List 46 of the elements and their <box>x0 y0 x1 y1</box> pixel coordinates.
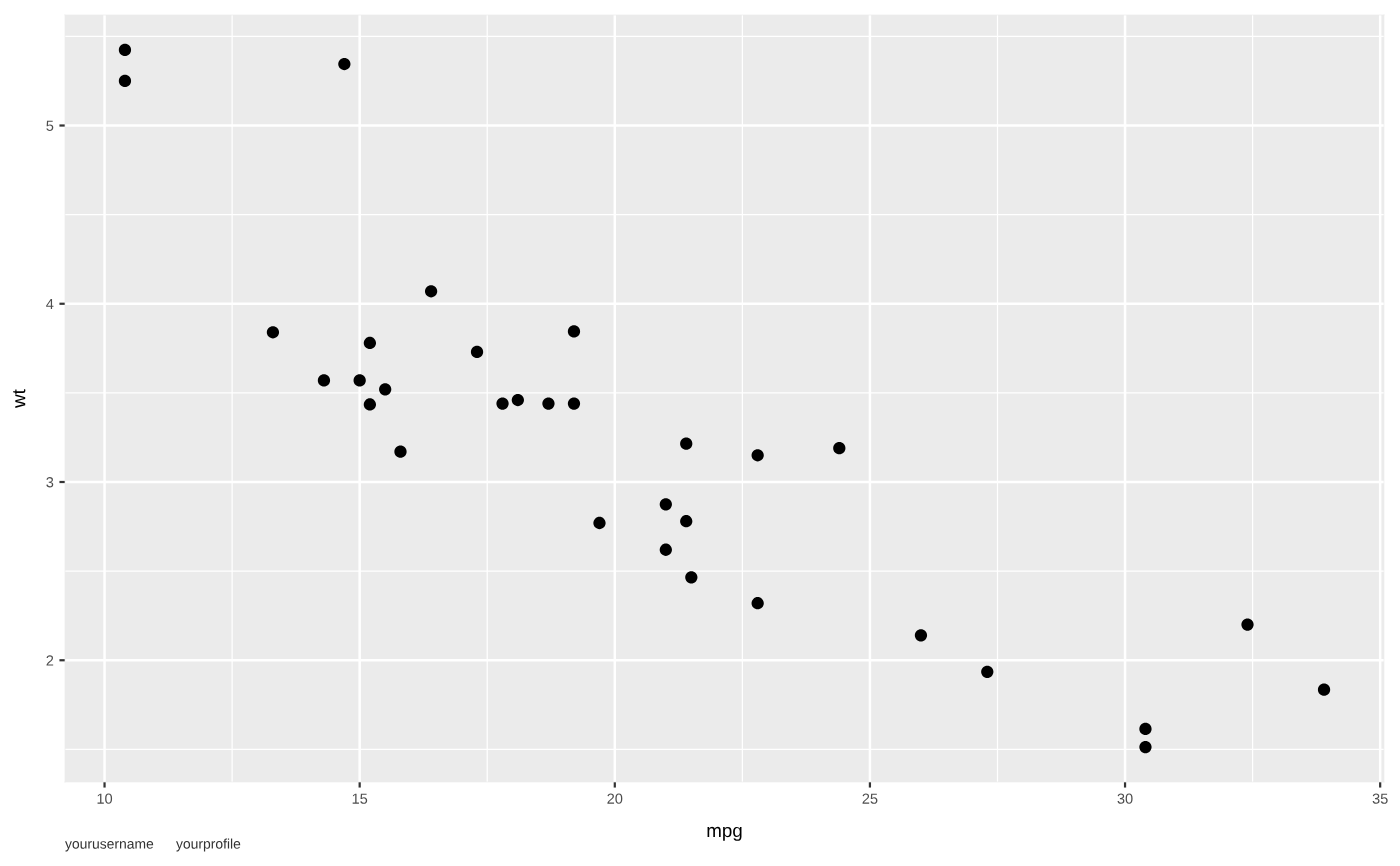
text: yourusername <box>65 841 154 852</box>
point <box>118 43 132 57</box>
y-tick-label: 3 <box>46 477 54 488</box>
point <box>1139 722 1152 736</box>
point <box>511 393 524 407</box>
point <box>1317 683 1331 696</box>
y-tick-label: 2 <box>46 655 54 666</box>
y-axis-title: wt <box>13 389 26 408</box>
point <box>567 397 581 410</box>
x-tick-label: 10 <box>97 793 113 804</box>
point <box>593 516 606 530</box>
x-tick-label: 35 <box>1372 793 1388 804</box>
point <box>680 437 693 450</box>
point <box>659 543 672 556</box>
point <box>470 345 484 359</box>
y-tick-label: 5 <box>46 120 54 131</box>
point <box>317 374 331 387</box>
point <box>751 597 764 610</box>
point <box>424 285 438 298</box>
point <box>685 571 698 584</box>
point <box>981 665 994 678</box>
point <box>567 325 581 338</box>
point <box>338 57 351 71</box>
point <box>914 629 928 642</box>
point <box>379 383 392 396</box>
y-tick-label: 4 <box>46 299 54 310</box>
point <box>353 374 366 387</box>
point <box>394 445 407 458</box>
point <box>659 498 672 511</box>
point <box>751 449 764 462</box>
point <box>1241 618 1254 631</box>
point <box>1139 740 1152 754</box>
point <box>542 397 555 410</box>
point <box>363 336 377 350</box>
x-tick-label: 25 <box>862 793 878 804</box>
point <box>496 397 509 410</box>
point <box>680 515 693 528</box>
point <box>363 398 377 411</box>
point <box>266 326 280 339</box>
point <box>118 74 132 88</box>
point <box>833 442 846 455</box>
x-axis-title: mpg <box>707 826 742 841</box>
text: yourprofile <box>176 838 241 852</box>
x-tick-label: 15 <box>352 793 368 804</box>
x-tick-label: 30 <box>1117 793 1133 804</box>
x-tick-label: 20 <box>607 793 623 804</box>
